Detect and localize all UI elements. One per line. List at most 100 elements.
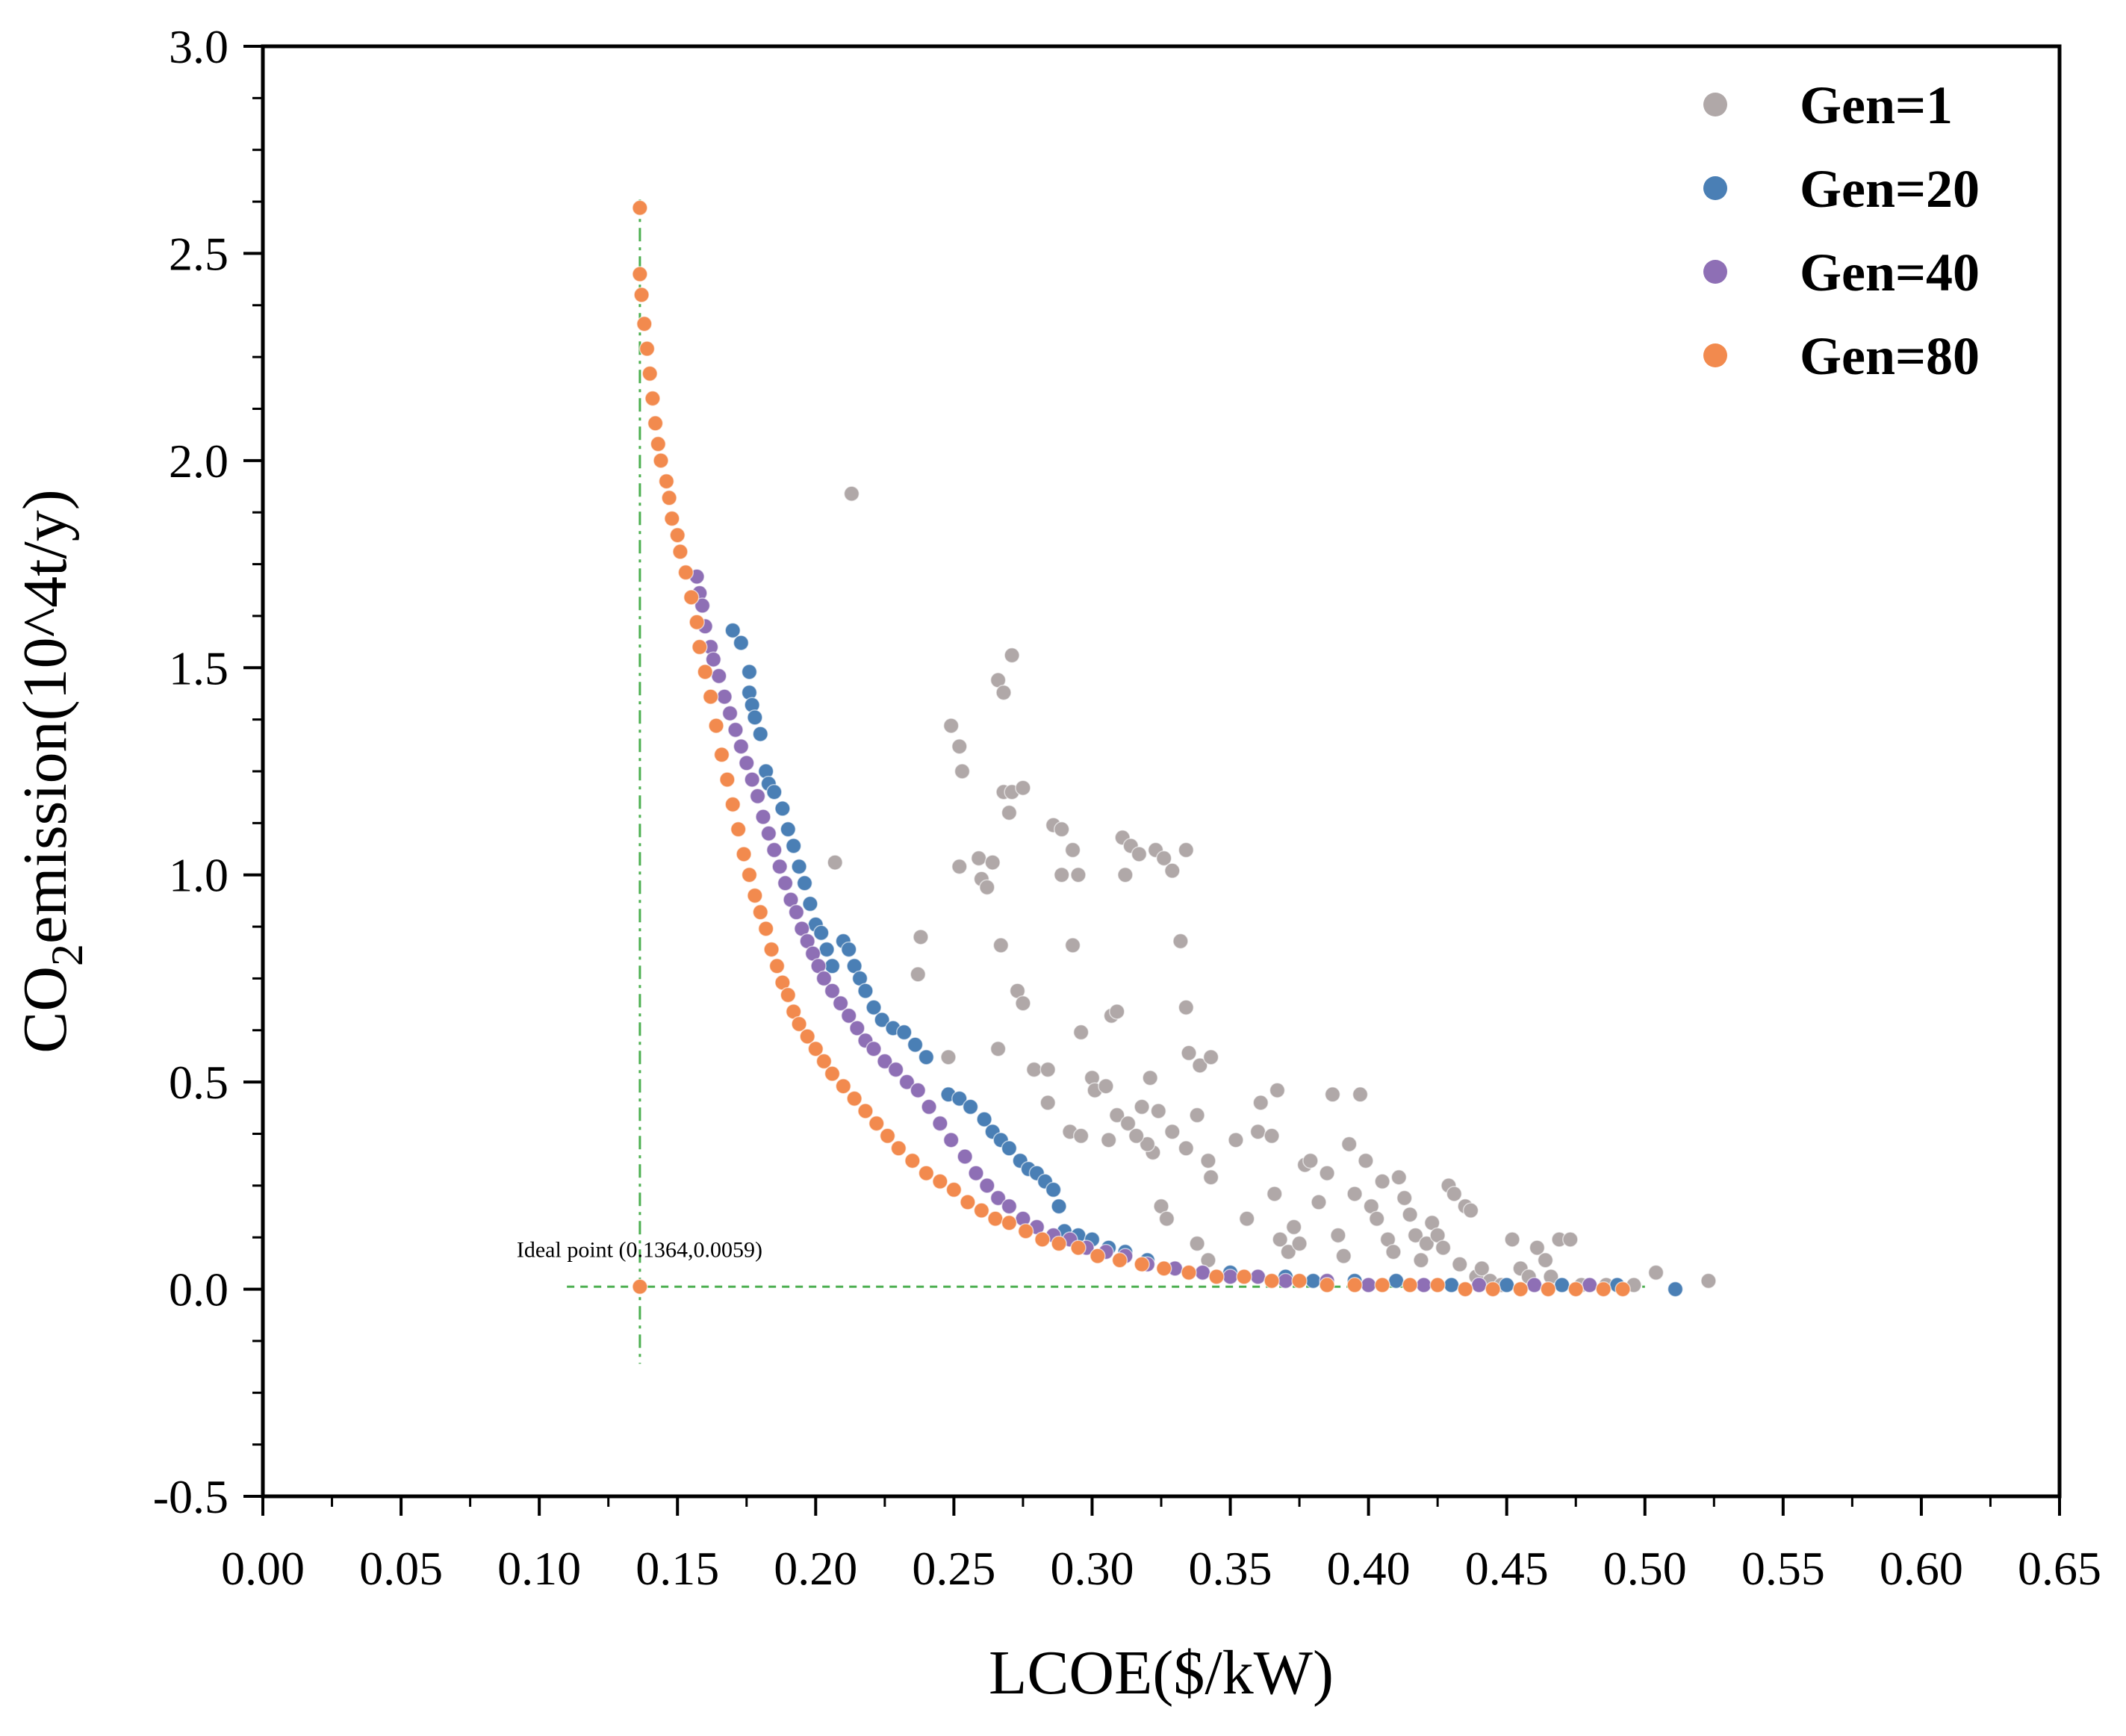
data-point [733, 738, 750, 755]
data-point [1189, 1235, 1205, 1252]
data-point [1562, 1231, 1579, 1248]
data-point [1311, 1194, 1327, 1210]
data-point [1358, 1152, 1374, 1169]
x-tick-label: 0.20 [774, 1542, 857, 1595]
ideal-point-guides [567, 199, 1645, 1364]
data-point [785, 838, 802, 854]
data-point [1181, 1264, 1197, 1281]
data-point [1302, 1152, 1319, 1169]
data-point [945, 1181, 963, 1198]
data-point [669, 526, 686, 544]
data-point [812, 924, 830, 942]
data-point [1415, 1277, 1432, 1293]
data-point [1614, 1281, 1631, 1298]
data-point [1072, 1024, 1090, 1041]
data-point [716, 688, 733, 705]
data-point [970, 850, 987, 867]
data-point [1529, 1239, 1546, 1256]
data-point [887, 1061, 904, 1078]
data-point [724, 622, 742, 639]
data-point [1418, 1235, 1435, 1252]
data-point [1457, 1281, 1473, 1298]
data-point [942, 718, 960, 734]
data-point [1001, 1198, 1018, 1215]
data-point [1360, 1277, 1377, 1293]
data-point [1034, 1231, 1051, 1248]
data-point [708, 718, 724, 734]
data-point [1498, 1277, 1515, 1293]
data-point [1396, 1189, 1413, 1207]
legend-marker [1703, 343, 1727, 367]
data-point [1142, 1069, 1158, 1086]
data-point [1015, 780, 1031, 796]
data-point [898, 1074, 916, 1090]
data-point [713, 747, 730, 763]
data-point [962, 1098, 979, 1116]
data-point [747, 887, 763, 904]
data-point [1039, 1061, 1056, 1078]
data-point [1567, 1281, 1584, 1298]
series-gen-1 [827, 485, 1717, 1293]
data-point [904, 1152, 921, 1169]
data-point [1117, 866, 1134, 883]
data-point [1072, 1127, 1090, 1145]
y-axis: -0.5 0.0 0.5 1.0 1.5 2.0 2.5 3.0 [153, 20, 263, 1523]
data-point [1238, 1210, 1255, 1227]
data-point [736, 846, 752, 862]
data-point [1346, 1277, 1363, 1293]
data-point [1189, 1107, 1205, 1124]
data-point [976, 1111, 992, 1127]
data-point [807, 1041, 824, 1057]
data-point [760, 825, 777, 841]
x-tick-label: 0.25 [912, 1542, 995, 1595]
y-tick-label: 0.5 [169, 1056, 229, 1109]
x-tick-label: 0.30 [1050, 1542, 1134, 1595]
data-point [979, 1177, 995, 1194]
legend-label: Gen=40 [1800, 243, 1980, 302]
data-point [1017, 1223, 1034, 1239]
data-point [632, 1278, 648, 1295]
data-point [1158, 1210, 1175, 1227]
data-point [1402, 1206, 1418, 1223]
data-point [1346, 1186, 1363, 1202]
data-point [932, 1173, 948, 1190]
legend-marker [1703, 260, 1727, 284]
data-point [1109, 1004, 1125, 1020]
data-point [818, 941, 835, 958]
data-point [1119, 1115, 1137, 1132]
data-point [1553, 1277, 1570, 1293]
data-point [1291, 1272, 1308, 1289]
data-point [1064, 937, 1081, 953]
data-point [747, 709, 763, 726]
data-point [1181, 1045, 1197, 1062]
legend-label: Gen=80 [1800, 326, 1980, 386]
y-tick-label: 3.0 [169, 20, 229, 73]
data-point [960, 1194, 976, 1210]
data-point [1280, 1243, 1297, 1260]
data-point [788, 903, 805, 921]
data-point [1385, 1243, 1402, 1260]
data-point [1485, 1281, 1501, 1298]
y-tick-label: 2.5 [169, 227, 229, 280]
data-point [721, 705, 739, 722]
data-point [658, 473, 675, 490]
data-point [791, 858, 807, 875]
x-tick-label: 0.15 [635, 1542, 719, 1595]
data-point [1526, 1277, 1543, 1293]
data-point [1100, 1132, 1117, 1148]
data-point [1537, 1251, 1554, 1269]
data-point [1452, 1256, 1468, 1273]
x-tick-label: 0.40 [1327, 1542, 1411, 1595]
data-point [1581, 1277, 1598, 1293]
data-point [702, 688, 719, 705]
data-point [632, 199, 648, 217]
data-point [815, 970, 833, 987]
data-point [733, 635, 750, 651]
data-point [1053, 866, 1070, 883]
data-point [827, 854, 843, 871]
data-point [1264, 1272, 1280, 1289]
data-point [1236, 1269, 1252, 1285]
data-point [1413, 1251, 1429, 1269]
data-point [940, 1049, 957, 1065]
